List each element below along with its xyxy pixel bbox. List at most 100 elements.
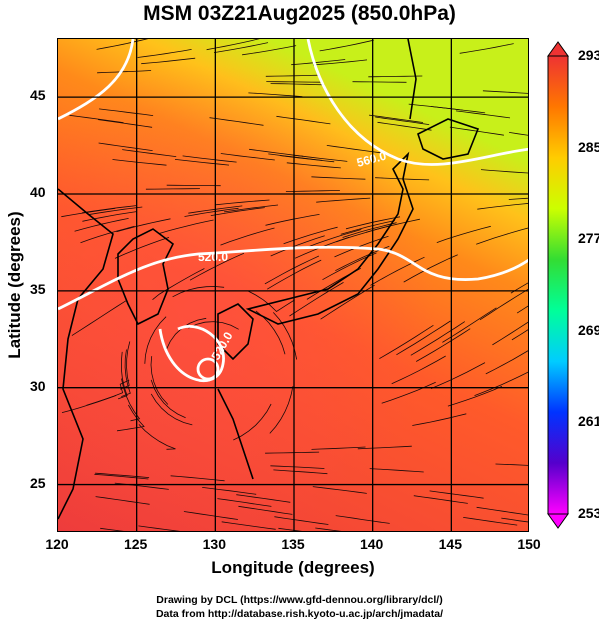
streamline bbox=[412, 413, 467, 426]
x-tick-label: 145 bbox=[438, 536, 462, 552]
y-tick-label: 35 bbox=[30, 280, 46, 297]
footer-drawing-credit: Drawing by DCL (https://www.gfd-dennou.o… bbox=[156, 594, 443, 606]
streamline bbox=[286, 162, 341, 169]
streamline bbox=[265, 451, 320, 454]
streamline bbox=[100, 527, 124, 531]
temperature-field: 520.0 520.0 560.0 bbox=[58, 39, 528, 531]
streamline bbox=[429, 490, 484, 499]
streamline bbox=[273, 469, 328, 475]
streamline bbox=[278, 527, 303, 531]
contour-line bbox=[306, 39, 528, 166]
china-coastline bbox=[58, 188, 114, 520]
streamline bbox=[210, 207, 265, 216]
streamline bbox=[485, 350, 528, 375]
streamline bbox=[264, 255, 320, 285]
streamline bbox=[311, 446, 366, 450]
streamline bbox=[377, 121, 432, 131]
x-tick-label: 130 bbox=[202, 536, 226, 552]
streamline bbox=[274, 516, 329, 525]
streamline bbox=[82, 211, 137, 222]
streamline bbox=[416, 328, 471, 362]
streamline bbox=[209, 117, 264, 126]
streamline bbox=[137, 49, 192, 58]
streamline bbox=[307, 229, 362, 248]
streamline bbox=[270, 83, 325, 86]
contour-line bbox=[58, 39, 135, 121]
streamline bbox=[138, 424, 176, 450]
streamline bbox=[233, 403, 272, 441]
streamline bbox=[291, 59, 346, 66]
streamline bbox=[95, 472, 150, 478]
streamline bbox=[159, 219, 214, 234]
streamline bbox=[266, 81, 321, 83]
streamline bbox=[270, 235, 325, 257]
sakhalin-coastline bbox=[407, 39, 417, 120]
streamline bbox=[122, 149, 177, 157]
streamline bbox=[391, 355, 446, 385]
streamline bbox=[183, 511, 238, 520]
japan-hokkaido-coastline bbox=[417, 118, 480, 160]
streamline bbox=[410, 321, 466, 356]
streamline bbox=[316, 197, 371, 203]
streamline bbox=[289, 282, 344, 317]
footer-data-source: Data from http://database.rish.kyoto-u.a… bbox=[155, 608, 444, 620]
streamline bbox=[283, 226, 338, 245]
streamline bbox=[247, 290, 295, 313]
streamline bbox=[221, 521, 276, 530]
streamline bbox=[477, 203, 528, 210]
colorbar-top-arrow bbox=[547, 41, 569, 57]
streamline bbox=[215, 199, 270, 206]
streamline bbox=[220, 227, 275, 246]
streamline bbox=[272, 312, 298, 360]
streamline bbox=[340, 220, 395, 235]
streamline bbox=[436, 225, 491, 243]
streamline bbox=[276, 115, 331, 125]
korea-coastline bbox=[117, 228, 175, 326]
streamline bbox=[238, 505, 293, 515]
streamline bbox=[413, 495, 468, 504]
streamline bbox=[145, 188, 200, 190]
streamline bbox=[188, 321, 239, 330]
streamline bbox=[150, 393, 193, 426]
streamline bbox=[121, 349, 131, 397]
streamline bbox=[463, 517, 518, 526]
streamline bbox=[150, 356, 169, 405]
streamline bbox=[311, 176, 366, 180]
streamline bbox=[319, 39, 374, 52]
y-axis-label: Latitude (degrees) bbox=[5, 211, 24, 359]
streamline bbox=[98, 142, 153, 151]
colorbar-label: 285 bbox=[578, 138, 599, 155]
japan-honshu-coastline bbox=[245, 151, 414, 325]
streamline bbox=[474, 371, 528, 396]
streamline bbox=[285, 190, 340, 192]
streamline bbox=[96, 39, 149, 50]
streamline bbox=[86, 379, 130, 406]
streamline bbox=[510, 282, 528, 294]
y-tick-label: 30 bbox=[30, 377, 46, 394]
streamline bbox=[476, 506, 528, 516]
colorbar-label: 253 bbox=[578, 505, 599, 521]
streamline bbox=[379, 324, 434, 359]
streamline bbox=[88, 206, 143, 216]
y-tick-label: 40 bbox=[30, 183, 46, 200]
streamline bbox=[202, 487, 257, 495]
streamline bbox=[269, 386, 294, 434]
streamline bbox=[71, 300, 127, 336]
streamline bbox=[82, 205, 137, 214]
wind-streamlines bbox=[61, 39, 528, 531]
streamline bbox=[431, 106, 486, 114]
ryukyu-islands bbox=[217, 388, 254, 480]
streamline bbox=[99, 108, 154, 116]
streamline bbox=[213, 42, 269, 53]
streamline bbox=[69, 114, 124, 124]
map-title: MSM 03Z21Aug2025 (850.0hPa) bbox=[143, 2, 456, 25]
x-tick-label: 140 bbox=[359, 536, 384, 552]
x-tick-label: 125 bbox=[123, 536, 148, 552]
contour-line bbox=[58, 245, 528, 311]
streamline bbox=[495, 463, 528, 466]
streamline bbox=[270, 465, 325, 469]
y-tick-label: 45 bbox=[30, 87, 46, 104]
streamline bbox=[116, 404, 145, 432]
streamline bbox=[280, 155, 335, 163]
streamline bbox=[492, 321, 528, 346]
